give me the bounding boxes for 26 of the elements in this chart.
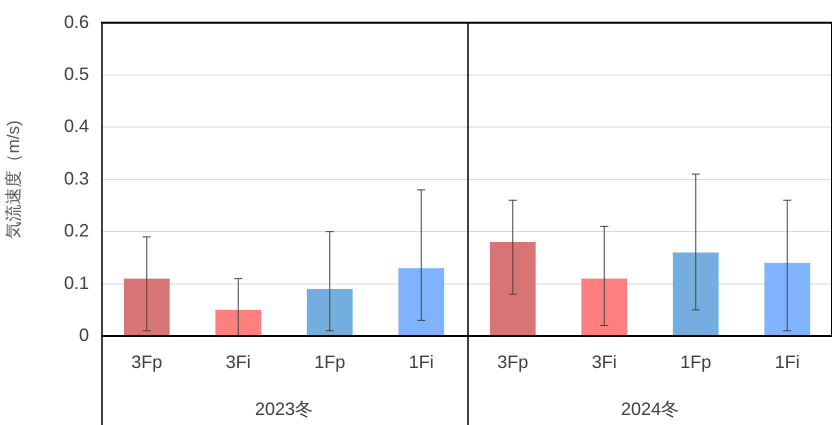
y-tick-label: 0: [78, 324, 89, 345]
bar: [490, 242, 536, 336]
bar: [672, 252, 719, 336]
x-tick-label: 3Fp: [497, 352, 528, 372]
bar: [306, 289, 353, 336]
x-tick-label: 1Fp: [680, 352, 712, 372]
y-tick-label: 0.6: [64, 12, 89, 32]
x-tick-label: 3Fi: [226, 352, 251, 372]
y-tick-label: 0.2: [64, 220, 89, 241]
y-tick-label: 0.4: [64, 116, 89, 136]
x-tick-label: 1Fp: [314, 352, 346, 372]
bar: [398, 268, 444, 336]
y-tick-label: 0.3: [64, 168, 89, 188]
bar: [581, 278, 628, 336]
y-tick-label: 0.5: [64, 64, 89, 84]
bar: [124, 278, 170, 336]
x-tick-label: 1Fi: [408, 352, 434, 372]
x-tick-label: 1Fi: [774, 352, 800, 372]
x-tick-label: 3Fi: [592, 352, 617, 372]
x-axis-title: 2024冬: [620, 399, 680, 420]
bar: [215, 310, 262, 336]
y-tick-label: 0.1: [64, 272, 89, 293]
x-axis-title: 2023冬: [254, 399, 314, 420]
bar: [764, 262, 810, 336]
y-axis-title: 気流速度（m/s): [4, 120, 23, 238]
x-tick-label: 3Fp: [131, 352, 162, 372]
